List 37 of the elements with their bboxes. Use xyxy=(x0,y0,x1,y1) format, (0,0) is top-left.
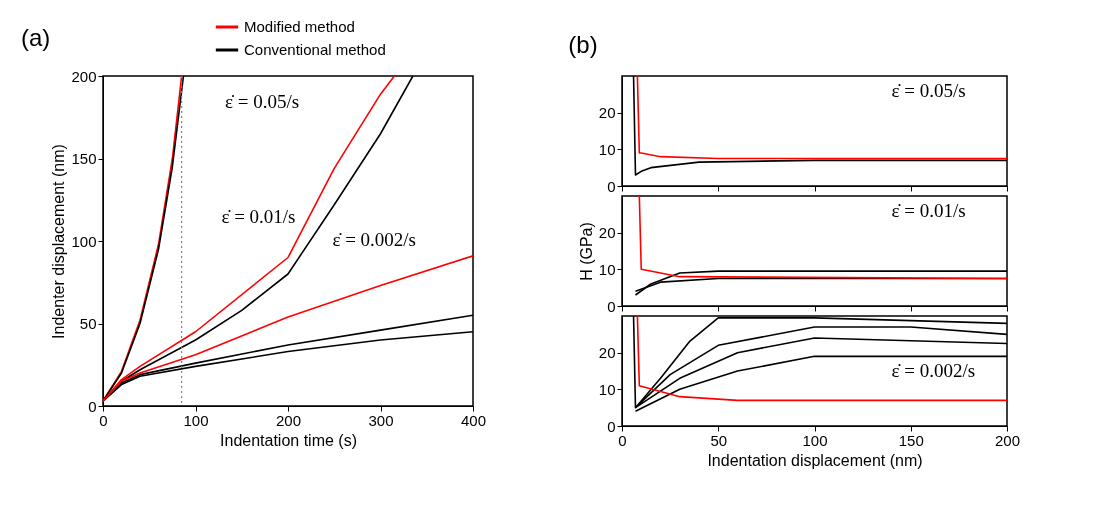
x-tick-label: 150 xyxy=(898,431,924,449)
x-tick-label: 200 xyxy=(994,431,1021,449)
annotation: ε̇ = 0.05/s xyxy=(225,90,300,112)
y-tick-label: 50 xyxy=(79,315,97,332)
y-tick-label: 150 xyxy=(71,150,97,167)
x-tick-label: 100 xyxy=(802,431,828,449)
x-axis-title: Indentation displacement (nm) xyxy=(707,451,923,469)
annotation: ε̇ = 0.01/s xyxy=(891,199,966,221)
annotation: ε̇ = 0.05/s xyxy=(891,79,966,101)
y-tick-label: 200 xyxy=(71,67,97,85)
y-tick-label: 0 xyxy=(607,177,616,195)
chart-title: (a) xyxy=(20,24,51,51)
annotation: ε̇ = 0.01/s xyxy=(221,206,296,227)
y-axis-title: Indenter displacement (nm) xyxy=(50,144,68,339)
y-tick-label: 0 xyxy=(607,297,616,315)
y-tick-label: 20 xyxy=(598,104,616,122)
x-tick-label: 0 xyxy=(99,411,108,429)
x-tick-label: 100 xyxy=(183,411,209,429)
y-tick-label: 100 xyxy=(71,232,97,250)
x-axis-title: Indentation time (s) xyxy=(220,431,357,449)
chart-title: (b) xyxy=(568,31,598,58)
x-tick-label: 300 xyxy=(368,411,394,429)
y-axis-title: H (GPa) xyxy=(577,222,595,281)
annotation: ε̇ = 0.002/s xyxy=(332,229,417,251)
legend-label: Modified method xyxy=(244,18,355,35)
y-tick-label: 0 xyxy=(88,397,97,415)
x-tick-label: 200 xyxy=(275,411,302,429)
annotation: ε̇ = 0.002/s xyxy=(891,360,976,382)
y-tick-label: 10 xyxy=(598,260,616,278)
legend-label: Conventional method xyxy=(244,41,386,58)
y-tick-label: 10 xyxy=(598,380,616,398)
x-tick-label: 0 xyxy=(618,431,627,449)
y-tick-label: 20 xyxy=(598,224,616,242)
y-tick-label: 10 xyxy=(598,140,616,158)
y-tick-label: 20 xyxy=(598,344,616,362)
x-tick-label: 50 xyxy=(710,431,728,449)
x-tick-label: 400 xyxy=(460,411,487,429)
